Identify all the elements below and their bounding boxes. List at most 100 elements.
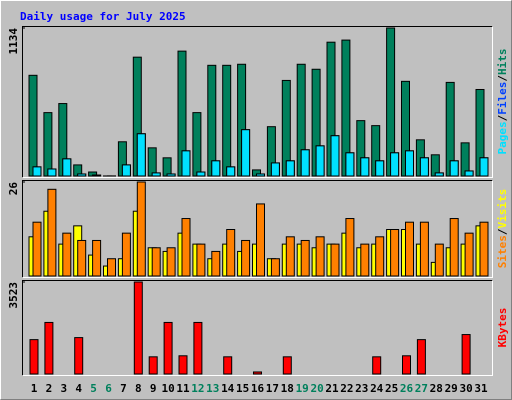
bar [390,229,400,277]
x-tick-label: 1 [31,382,38,395]
bar [207,64,217,177]
bar [360,243,370,277]
legend-entry: Pages [496,121,509,154]
bar [43,112,53,177]
bar [166,247,176,277]
bar [372,356,382,375]
bar [419,221,429,277]
x-tick-label: 3 [60,382,67,395]
bar [211,250,221,277]
bar [136,181,146,277]
x-tick-label: 4 [75,382,82,395]
bar [270,258,280,277]
bar [151,172,161,177]
bar [270,162,280,177]
bar [151,247,161,277]
bar [282,356,292,375]
bar [121,164,131,177]
bar [211,160,221,177]
legend-group: KBytes [496,308,509,348]
x-tick-label: 17 [266,382,279,395]
bar [32,221,42,277]
bar [300,239,310,277]
panel [22,26,493,178]
bar [300,149,310,177]
x-tick-label: 8 [135,382,142,395]
legend-entry: Files [496,82,509,115]
x-tick-label: 30 [459,382,472,395]
bar [434,172,444,177]
bar [28,74,38,177]
bar [375,160,385,177]
legend-entry: Visits [496,189,509,229]
bar [136,133,146,177]
bar [148,356,158,375]
bar [479,157,489,177]
bar [181,150,191,177]
x-tick-label: 7 [120,382,127,395]
bar [330,243,340,277]
x-tick-label: 26 [400,382,414,395]
bar [253,371,262,375]
legend-entry: Hits [496,49,509,76]
bar [133,281,143,375]
x-tick-label: 5 [90,382,97,395]
bar [375,236,385,277]
x-tick-label: 28 [430,382,443,395]
bar [223,356,233,375]
x-tick-label: 14 [221,382,235,395]
x-tick-label: 27 [415,382,428,395]
bar [461,334,471,375]
x-tick-label: 31 [474,382,488,395]
panel-border-dark [22,280,493,376]
panel-border-light [22,180,493,278]
x-tick-label: 2 [46,382,53,395]
bar [390,152,400,177]
bar [256,173,265,177]
bar [196,171,206,177]
legend-text: Sites/Visits [496,189,509,269]
bar [181,218,191,277]
bar [241,129,251,177]
bar [147,147,157,177]
x-tick-label: 22 [340,382,353,395]
x-tick-label: 15 [236,382,249,395]
x-tick-label: 11 [176,382,190,395]
bar [416,339,426,375]
bar [32,166,42,177]
x-tick-label: 20 [310,382,323,395]
bar [74,337,84,375]
bar [62,232,72,277]
x-tick-label: 13 [206,382,219,395]
x-tick-label: 18 [281,382,294,395]
bar [178,355,188,375]
legend-separator: / [496,228,509,235]
panel [22,280,493,376]
bar [92,174,102,177]
bar [226,229,236,277]
bar [405,150,414,177]
bar [47,168,57,177]
bar [92,239,102,277]
bar [163,321,173,375]
bar [434,243,444,277]
bar [464,170,474,177]
bar [315,145,325,177]
bar [345,152,355,177]
legend-separator: / [496,75,509,82]
bar [402,355,411,375]
bar [285,160,295,177]
bar [479,221,489,277]
bar [345,218,355,277]
bar [166,173,176,177]
bar [192,112,202,177]
x-tick-label: 25 [385,382,398,395]
bar [77,239,87,277]
x-tick-label: 21 [325,382,339,395]
bar [29,339,39,375]
bar [196,243,206,277]
bar [449,160,459,177]
legend-entry: KBytes [496,308,509,348]
bar [315,236,325,277]
